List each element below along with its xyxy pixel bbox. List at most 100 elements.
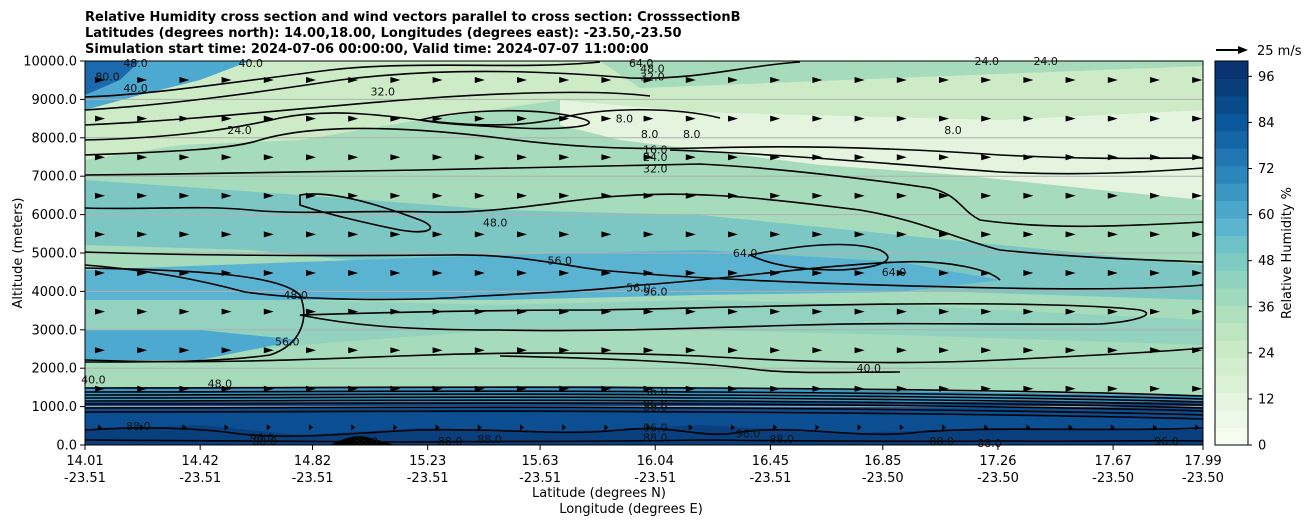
colorbar-swatch <box>1215 78 1248 97</box>
wind-vector <box>221 385 232 392</box>
contour-label-text: 96.0 <box>643 399 668 412</box>
wind-vector-head <box>432 115 443 122</box>
y-axis-label: Altitude (meters) <box>11 198 26 309</box>
contour-label: 24.0 <box>643 151 668 164</box>
title-line-2: Latitudes (degrees north): 14.00,18.00, … <box>85 26 682 41</box>
wind-vector <box>1150 77 1160 83</box>
wind-vector-head <box>432 192 443 199</box>
wind-vector-head <box>815 424 820 431</box>
colorbar-swatch <box>1215 270 1248 289</box>
wind-vector <box>1065 308 1076 315</box>
colorbar-swatch <box>1215 165 1248 184</box>
wind-vector-head <box>137 154 148 161</box>
wind-vector <box>1192 77 1203 83</box>
wind-vector-head <box>1065 270 1076 276</box>
wind-vector-head <box>770 154 781 161</box>
contour-label-text: 8.0 <box>944 124 962 137</box>
wind-vector <box>1192 154 1203 161</box>
wind-vector <box>474 231 485 238</box>
wind-vector-head <box>939 192 949 199</box>
colorbar-tick-label: 60 <box>1258 208 1275 223</box>
wind-vector <box>854 385 865 392</box>
wind-vector <box>95 347 105 354</box>
wind-vector <box>351 424 356 431</box>
wind-vector <box>1107 154 1118 161</box>
wind-vector <box>896 270 907 276</box>
wind-vector <box>1107 231 1118 238</box>
wind-vector-head <box>601 231 612 238</box>
wind-vector-head <box>1107 308 1118 315</box>
wind-vector-head <box>520 424 524 431</box>
wind-vector-head <box>728 154 738 161</box>
wind-vector <box>643 385 654 392</box>
wind-vector-head <box>474 77 485 83</box>
contour-label: 8.0 <box>616 113 634 126</box>
wind-vector <box>939 231 949 238</box>
wind-vector-head <box>896 77 907 83</box>
wind-vector <box>685 308 696 315</box>
wind-vector <box>1065 115 1076 122</box>
wind-vector <box>815 424 820 431</box>
wind-vector-head <box>1150 115 1160 122</box>
contour-lines <box>85 61 1203 443</box>
wind-vector-head <box>1195 424 1200 431</box>
contour-label-text: 56.0 <box>547 255 572 268</box>
colorbar-tick-label: 96 <box>1258 70 1275 85</box>
contour-label: 48.0 <box>208 378 233 391</box>
wind-vector-head <box>604 424 609 431</box>
wind-vector-head <box>1065 231 1076 238</box>
contour-label-text: 48.0 <box>208 378 233 391</box>
wind-vector <box>474 347 485 354</box>
contour-label: 88.0 <box>354 435 379 448</box>
contour-label: 48.0 <box>640 63 665 76</box>
wind-vector-head <box>896 115 907 122</box>
wind-vector-head <box>474 231 485 238</box>
wind-vector <box>685 347 696 354</box>
contour-line <box>85 396 1203 406</box>
colorbar-swatch <box>1215 235 1248 254</box>
wind-vector <box>559 385 570 392</box>
wind-vector <box>474 115 485 122</box>
wind-vector <box>1023 385 1034 392</box>
plot-area: 80.048.040.040.032.024.064.048.032.08.08… <box>81 55 1204 450</box>
contour-label: 64.0 <box>882 266 907 279</box>
x-tick-label-lat: 17.99 <box>1184 454 1221 469</box>
wind-vector-head <box>95 115 105 122</box>
colorbar-swatch <box>1215 183 1248 202</box>
wind-vector <box>263 270 274 276</box>
contour-label-text: 40.0 <box>81 374 106 387</box>
contour-label: 88.0 <box>977 437 1002 450</box>
wind-vector-head <box>351 424 356 431</box>
contour-line <box>85 193 1203 263</box>
wind-vector-head <box>517 154 527 161</box>
wind-vector <box>1026 424 1031 431</box>
wind-vector-head <box>854 270 865 276</box>
wind-vector <box>1023 270 1034 276</box>
wind-vector-head <box>685 385 696 392</box>
wind-vector <box>1023 154 1034 161</box>
wind-vector-head <box>854 154 865 161</box>
contour-label: 88.0 <box>477 433 502 446</box>
wind-vector <box>390 308 401 315</box>
wind-vector-head <box>1150 308 1160 315</box>
contour-label-text: 56.0 <box>643 385 668 398</box>
wind-vector-head <box>731 424 735 431</box>
wind-vector <box>432 308 443 315</box>
wind-vector-head <box>812 231 823 238</box>
wind-vector-head <box>601 77 612 83</box>
wind-vector-head <box>981 154 992 161</box>
wind-vector <box>306 270 316 276</box>
wind-vector-head <box>98 424 102 431</box>
contour-label: 96.0 <box>643 399 668 412</box>
wind-vector-head <box>896 347 907 354</box>
contour-label: 88.0 <box>253 435 278 448</box>
wind-vector <box>348 115 359 122</box>
wind-vector <box>1192 192 1203 199</box>
x-tick-label-lon: -23.50 <box>1182 471 1224 486</box>
wind-vector <box>1192 115 1203 122</box>
contour-label-text: 24.0 <box>227 124 252 137</box>
x-tick-label-lon: -23.50 <box>1092 471 1134 486</box>
wind-vector-head <box>1065 385 1076 392</box>
wind-vector-head <box>728 270 738 276</box>
